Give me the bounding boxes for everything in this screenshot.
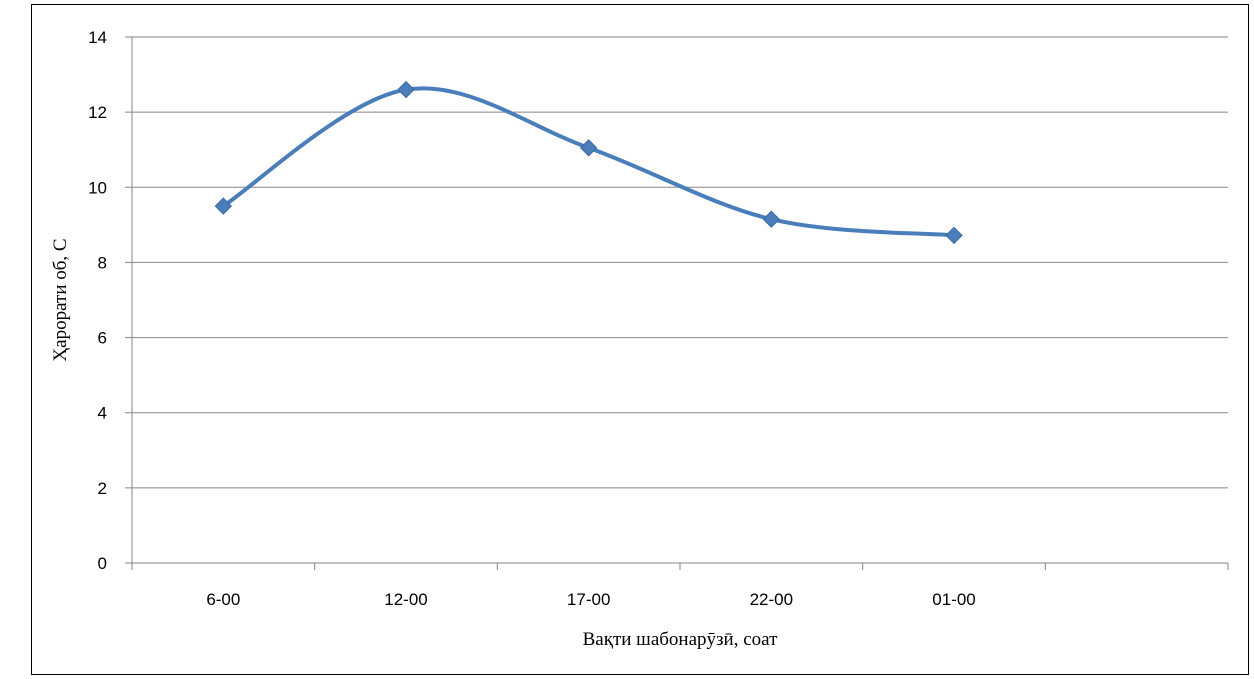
y-tick-label: 12 [88, 103, 107, 122]
x-tick-label: 01-00 [932, 590, 975, 609]
gridlines [132, 36, 1228, 489]
x-tick-label: 17-00 [567, 590, 610, 609]
x-tick-label: 12-00 [384, 590, 427, 609]
markers [214, 80, 963, 245]
y-tick-label: 0 [98, 554, 107, 573]
y-tick-label: 6 [98, 329, 107, 348]
data-point-marker [579, 139, 598, 157]
y-tick-label: 4 [98, 404, 107, 423]
tick-labels: 0 2 4 6 8 10 12 14 6-00 12-00 17-00 22-00 01-00 [88, 28, 976, 609]
axes [125, 36, 1229, 570]
y-tick-label: 2 [98, 479, 107, 498]
y-tick-label: 10 [88, 178, 107, 197]
series-line [221, 86, 956, 238]
y-tick-label: 8 [98, 253, 107, 272]
y-axis-title: Ҳарорати об, С [50, 238, 71, 361]
y-tick-label: 14 [88, 28, 107, 47]
data-point-marker [762, 210, 781, 228]
x-tick-label: 22-00 [750, 590, 793, 609]
data-point-marker [214, 197, 233, 215]
x-tick-label: 6-00 [206, 590, 240, 609]
x-axis-title: Вақти шабонарӯзӣ, соат [583, 629, 778, 650]
series [221, 86, 956, 238]
data-point-marker [397, 80, 415, 99]
data-point-marker [945, 226, 963, 245]
